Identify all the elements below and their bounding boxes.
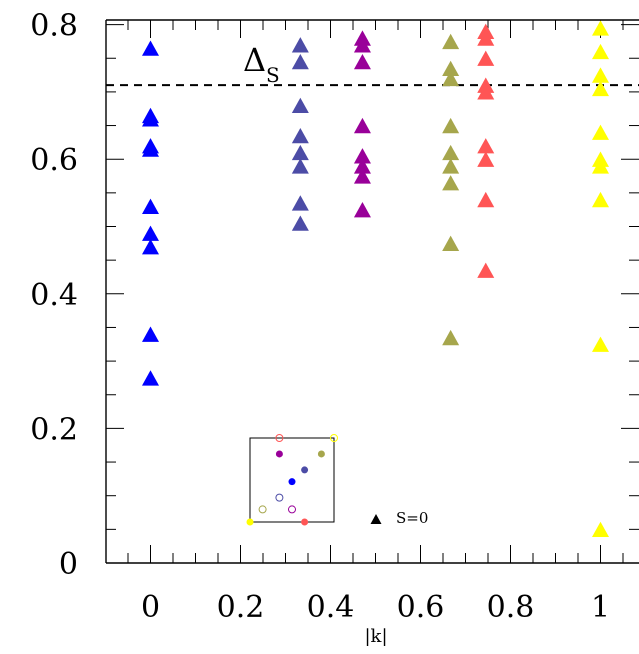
- data-point: [142, 226, 159, 241]
- data-point: [592, 125, 609, 140]
- data-point: [142, 327, 159, 342]
- data-point: [142, 41, 159, 56]
- x-tick-label: 0: [141, 590, 160, 625]
- data-point: [292, 158, 309, 173]
- legend-marker-triangle: [371, 514, 382, 524]
- x-tick-label: 0.6: [397, 590, 445, 625]
- axis-ticks: [106, 20, 639, 563]
- inset-filled-dot: [289, 478, 296, 485]
- y-tick-label: 0.2: [30, 412, 78, 447]
- data-point: [292, 145, 309, 160]
- plot-frame: [106, 20, 639, 563]
- data-point: [142, 370, 159, 385]
- data-point: [592, 20, 609, 35]
- data-point: [477, 51, 494, 66]
- data-point: [292, 98, 309, 113]
- data-point: [477, 263, 494, 278]
- data-point: [592, 81, 609, 96]
- reference-line-label: Δ: [243, 41, 266, 79]
- data-point: [477, 138, 494, 153]
- data-point: [592, 192, 609, 207]
- data-point: [442, 175, 459, 190]
- inset-open-dot: [289, 506, 296, 513]
- y-tick-label: 0.6: [30, 143, 78, 178]
- data-point: [442, 236, 459, 251]
- y-tick-label: 0.4: [30, 278, 78, 313]
- data-point: [142, 239, 159, 254]
- data-point: [477, 192, 494, 207]
- data-point: [592, 337, 609, 352]
- inset-open-dot: [276, 494, 283, 501]
- data-point: [354, 118, 371, 133]
- data-point: [442, 118, 459, 133]
- x-tick-label: 0.8: [487, 590, 535, 625]
- y-tick-label: 0: [59, 547, 78, 582]
- data-point: [442, 330, 459, 345]
- x-tick-label: 0.4: [307, 590, 355, 625]
- x-axis-label: |k|: [364, 626, 387, 647]
- data-point: [142, 199, 159, 214]
- data-point: [442, 34, 459, 49]
- data-point: [592, 67, 609, 82]
- data-point: [354, 54, 371, 69]
- inset-filled-dot: [301, 466, 308, 473]
- data-point: [592, 44, 609, 59]
- inset-open-dot: [259, 506, 266, 513]
- data-point: [292, 54, 309, 69]
- data-point: [354, 202, 371, 217]
- data-point: [292, 128, 309, 143]
- inset-filled-dot: [318, 450, 325, 457]
- legend-label: S=0: [396, 509, 428, 527]
- inset-legend: S=0: [247, 435, 429, 528]
- data-point: [592, 522, 609, 537]
- y-tick-label: 0.8: [30, 9, 78, 44]
- x-tick-label: 1: [591, 590, 610, 625]
- data-markers: [142, 20, 609, 537]
- data-point: [477, 152, 494, 167]
- reference-line-label-sub: S: [266, 63, 280, 87]
- data-point: [292, 215, 309, 230]
- inset-filled-dot: [276, 450, 283, 457]
- data-point: [292, 195, 309, 210]
- x-tick-label: 0.2: [217, 590, 265, 625]
- data-point: [442, 145, 459, 160]
- inset-filled-dot: [247, 519, 254, 526]
- inset-filled-dot: [301, 519, 308, 526]
- data-point: [442, 158, 459, 173]
- data-point: [292, 37, 309, 52]
- tick-labels: 0 0.2 0.4 0.6 0.8 1 0 0.2 0.4 0.6 0.8: [30, 9, 610, 625]
